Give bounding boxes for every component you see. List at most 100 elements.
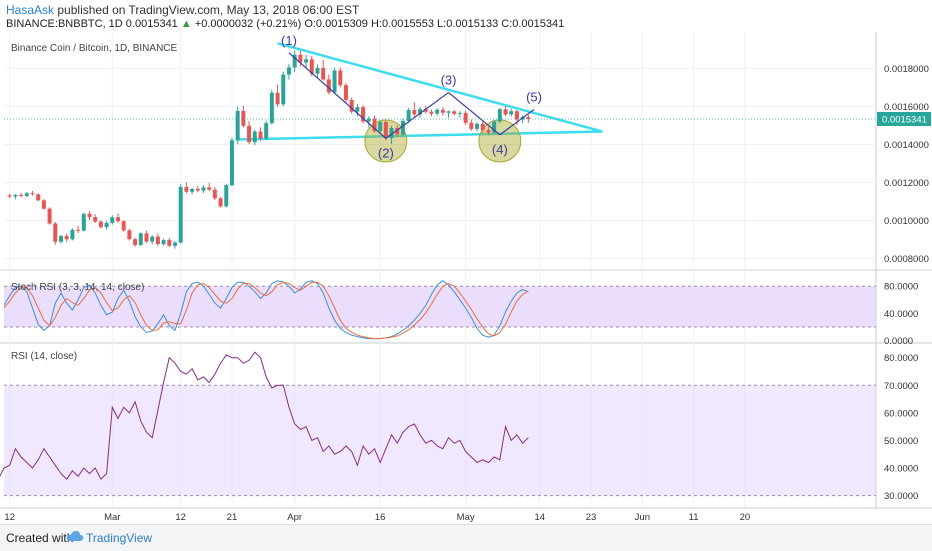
rsi-tick-label: 30.0000 xyxy=(884,491,918,502)
price-tick-label: 0.0008000 xyxy=(884,254,929,265)
candle-body xyxy=(269,92,274,124)
candle-body xyxy=(98,221,103,228)
candle-body xyxy=(361,107,366,122)
candle-body xyxy=(338,70,343,86)
x-tick-label: May xyxy=(457,512,475,523)
candle-body xyxy=(315,68,320,74)
candle-body xyxy=(184,187,189,192)
rsi-tick-label: 70.0000 xyxy=(884,381,918,392)
candle-body xyxy=(264,123,269,139)
candle-body xyxy=(229,140,234,186)
stoch-tick-label: 0.0000 xyxy=(884,336,913,347)
footer-bar: Created with TradingView xyxy=(0,524,932,551)
price-pane: 0.0018000 0.0016000 0.0014000 0.0012000 0.00… xyxy=(4,33,931,265)
x-tick-label: 23 xyxy=(586,512,597,523)
candle-body xyxy=(412,110,417,115)
author-link[interactable]: HasaAsk xyxy=(6,3,55,17)
candle-body xyxy=(64,236,69,240)
ohlc-text: O:0.0015309 H:0.0015553 L:0.0015133 C:0.… xyxy=(304,18,565,30)
candle-body xyxy=(41,200,46,209)
candle-body xyxy=(144,233,149,242)
rsi-band xyxy=(4,385,876,496)
candle-body xyxy=(440,109,445,113)
candle-body xyxy=(178,187,183,243)
candle-body xyxy=(406,110,411,121)
candle-body xyxy=(321,68,326,80)
candle-body xyxy=(497,109,502,122)
candle-body xyxy=(469,122,474,129)
candle-body xyxy=(110,217,115,223)
candle-body xyxy=(389,128,394,138)
candle-body xyxy=(201,187,206,191)
candle-body xyxy=(172,242,177,246)
price-tick-label: 0.0012000 xyxy=(884,178,929,189)
candle-body xyxy=(429,111,434,114)
chart-canvas[interactable]: 0.0018000 0.0016000 0.0014000 0.0012000 0.00… xyxy=(0,32,932,524)
candle-body xyxy=(281,74,286,105)
symbol-line: BINANCE:BNBBTC, 1D 0.0015341 xyxy=(6,18,178,30)
candle-body xyxy=(167,240,172,246)
rsi-pane-title: RSI (14, close) xyxy=(11,351,77,362)
candle-body xyxy=(457,112,462,114)
rsi-tick-label: 50.0000 xyxy=(884,436,918,447)
wave-segment xyxy=(448,92,501,136)
candle-body xyxy=(304,59,309,63)
candle-body xyxy=(81,213,86,231)
candle-body xyxy=(138,233,143,245)
candle-body xyxy=(247,125,252,143)
candle-body xyxy=(423,109,428,112)
candle-body xyxy=(418,109,423,115)
candle-body xyxy=(235,110,240,141)
publish-info: HasaAsk published on TradingView.com, Ma… xyxy=(6,3,359,17)
candle-body xyxy=(224,185,229,207)
candle-body xyxy=(378,122,383,131)
x-tick-label: 21 xyxy=(227,512,238,523)
wave-label: (3) xyxy=(441,73,457,88)
rsi-pane: 80.0000 70.0000 60.0000 50.0000 40.0000 30.00… xyxy=(0,351,918,502)
candle-body xyxy=(492,121,497,133)
candle-body xyxy=(36,194,41,201)
upper-trendline xyxy=(277,42,603,133)
candle-body xyxy=(70,229,75,240)
x-tick-label: 14 xyxy=(534,512,545,523)
change-text: +0.0000032 (+0.21%) xyxy=(194,18,302,30)
tradingview-brand-link[interactable]: TradingView xyxy=(86,531,153,545)
lower-trendline xyxy=(237,130,603,141)
candle-body xyxy=(93,217,98,222)
candle-body xyxy=(514,111,519,120)
candle-body xyxy=(19,195,24,197)
candle-body xyxy=(252,131,257,143)
candle-body xyxy=(275,92,280,105)
candle-body xyxy=(332,70,337,93)
candle-body xyxy=(13,195,18,197)
created-with-text: Created with xyxy=(6,531,74,545)
stoch-pane: 80.0000 40.0000 0.0000 xyxy=(3,280,918,347)
candle-body xyxy=(190,188,195,192)
candle-body xyxy=(155,236,160,245)
wave-label: (1) xyxy=(281,33,297,48)
candle-body xyxy=(24,193,29,196)
rsi-tick-label: 80.0000 xyxy=(884,353,918,364)
stoch-k-line xyxy=(3,280,529,340)
candle-body xyxy=(509,111,514,115)
symbol-info: BINANCE:BNBBTC, 1D 0.0015341 ▲ +0.000003… xyxy=(6,18,564,30)
candle-body xyxy=(286,67,291,75)
x-tick-label: Apr xyxy=(287,512,302,523)
candle-body xyxy=(480,123,485,130)
candle-body xyxy=(395,128,400,135)
last-price-label: 0.0015341 xyxy=(882,114,927,125)
x-axis: 12 Mar 12 21 Apr 16 May 14 23 Jun 11 20 xyxy=(4,512,750,523)
wave-segment xyxy=(385,92,449,139)
candle-body xyxy=(7,195,12,197)
price-tick-label: 0.0016000 xyxy=(884,102,929,113)
price-pane-title: Binance Coin / Bitcoin, 1D, BINANCE xyxy=(11,43,178,54)
candle-body xyxy=(349,99,354,112)
candle-body xyxy=(47,208,52,224)
candle-body xyxy=(355,107,360,112)
x-tick-label: Mar xyxy=(104,512,120,523)
candle-body xyxy=(53,223,58,242)
candle-body xyxy=(258,131,263,139)
x-tick-label: 12 xyxy=(4,512,15,523)
x-tick-label: 11 xyxy=(689,512,699,523)
candle-body xyxy=(76,229,81,231)
